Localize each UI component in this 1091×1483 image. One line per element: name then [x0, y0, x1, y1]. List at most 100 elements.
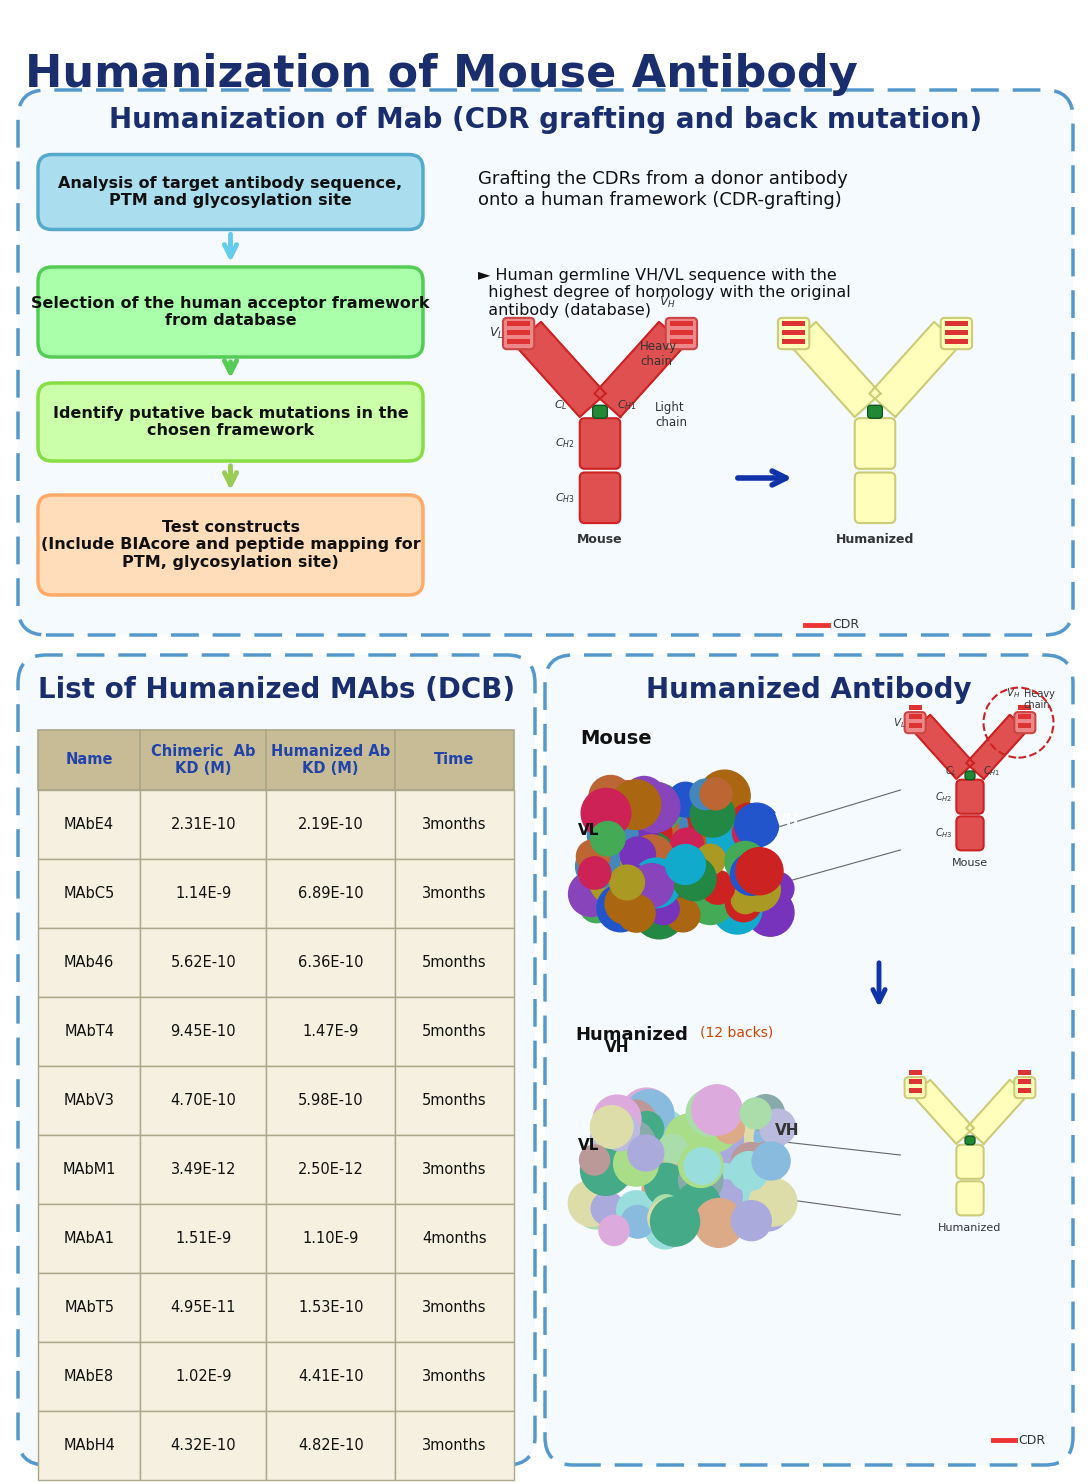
Bar [782, 340, 805, 344]
Text: 3months: 3months [422, 1439, 487, 1453]
Circle shape [627, 1134, 663, 1172]
Circle shape [723, 1114, 775, 1166]
Circle shape [604, 811, 645, 851]
Circle shape [625, 830, 674, 881]
Circle shape [730, 1152, 768, 1191]
Bar [670, 340, 693, 344]
Bar [266, 1410, 395, 1480]
Bar [507, 322, 530, 326]
Circle shape [731, 1170, 771, 1210]
Circle shape [668, 782, 703, 817]
Bar [507, 340, 530, 344]
Polygon shape [913, 715, 974, 779]
Text: VH: VH [775, 813, 800, 828]
Circle shape [750, 1179, 796, 1226]
Circle shape [575, 1188, 616, 1229]
Text: MAbT5: MAbT5 [64, 1301, 115, 1315]
Bar [266, 1134, 395, 1204]
Circle shape [626, 811, 672, 856]
Text: $C_{H1}$: $C_{H1}$ [618, 399, 637, 412]
Circle shape [621, 1206, 654, 1238]
Circle shape [630, 782, 680, 832]
Bar [395, 1204, 514, 1272]
Circle shape [568, 872, 613, 916]
Text: 2.50E-12: 2.50E-12 [298, 1163, 363, 1178]
Text: ► Human germline VH/VL sequence with the
  highest degree of homology with the o: ► Human germline VH/VL sequence with the… [478, 268, 851, 317]
Circle shape [694, 1145, 742, 1192]
Text: $C_{H1}$: $C_{H1}$ [983, 764, 1000, 779]
Circle shape [672, 1121, 719, 1169]
FancyBboxPatch shape [957, 780, 984, 814]
Text: Humanization of Mab (CDR grafting and back mutation): Humanization of Mab (CDR grafting and ba… [109, 105, 982, 133]
Circle shape [598, 1115, 637, 1154]
Circle shape [613, 1100, 656, 1142]
Text: 4.95E-11: 4.95E-11 [170, 1301, 236, 1315]
Text: 5months: 5months [422, 1093, 487, 1108]
Circle shape [601, 1112, 639, 1151]
Text: 4.70E-10: 4.70E-10 [170, 1093, 237, 1108]
Bar [507, 331, 530, 335]
Circle shape [751, 1142, 786, 1178]
FancyBboxPatch shape [503, 317, 535, 349]
Bar [909, 1071, 922, 1075]
Circle shape [598, 811, 635, 848]
Text: MAbM1: MAbM1 [62, 1163, 116, 1178]
Bar [38, 1066, 141, 1134]
Text: Heavy
chain: Heavy chain [1023, 688, 1054, 710]
Circle shape [696, 811, 736, 853]
Circle shape [599, 1216, 630, 1246]
Circle shape [648, 893, 679, 924]
Text: $C_{H3}$: $C_{H3}$ [935, 826, 952, 841]
Bar [266, 1272, 395, 1342]
Bar [266, 790, 395, 859]
Text: 5months: 5months [422, 955, 487, 970]
Circle shape [686, 878, 734, 924]
Circle shape [576, 839, 610, 873]
Circle shape [632, 859, 681, 908]
Circle shape [630, 835, 674, 879]
Circle shape [590, 1106, 633, 1148]
Bar [1018, 1080, 1031, 1084]
Circle shape [594, 1094, 640, 1143]
Circle shape [658, 1134, 687, 1164]
Text: 4.32E-10: 4.32E-10 [170, 1439, 237, 1453]
Circle shape [579, 888, 613, 922]
Circle shape [684, 1148, 720, 1185]
FancyBboxPatch shape [957, 1182, 984, 1216]
Circle shape [675, 832, 704, 860]
Circle shape [743, 853, 779, 890]
Text: 5months: 5months [422, 1023, 487, 1040]
Circle shape [654, 789, 694, 829]
Text: MAbC5: MAbC5 [63, 885, 115, 902]
Circle shape [673, 851, 703, 881]
Circle shape [694, 819, 723, 848]
Text: Humanized Antibody: Humanized Antibody [646, 676, 972, 704]
Text: 3months: 3months [422, 1301, 487, 1315]
Text: 1.53E-10: 1.53E-10 [298, 1301, 363, 1315]
Text: CDR: CDR [832, 618, 859, 632]
Bar [1018, 1071, 1031, 1075]
Circle shape [579, 1145, 610, 1175]
Circle shape [732, 817, 765, 850]
Text: Grafting the CDRs from a donor antibody
onto a human framework (CDR-grafting): Grafting the CDRs from a donor antibody … [478, 171, 848, 209]
Text: 9.45E-10: 9.45E-10 [170, 1023, 237, 1040]
Circle shape [731, 885, 759, 914]
Text: $C_{H3}$: $C_{H3}$ [555, 491, 575, 504]
Bar [141, 790, 266, 859]
Text: Humanized: Humanized [938, 1223, 1002, 1234]
Circle shape [699, 770, 751, 822]
Circle shape [724, 841, 766, 882]
FancyBboxPatch shape [966, 771, 975, 780]
Text: Time: Time [434, 752, 475, 768]
Text: 1.14E-9: 1.14E-9 [176, 885, 231, 902]
Circle shape [625, 783, 670, 828]
Circle shape [687, 796, 720, 829]
Text: CDR: CDR [1018, 1434, 1045, 1446]
Bar [38, 1272, 141, 1342]
Text: 6.89E-10: 6.89E-10 [298, 885, 363, 902]
Circle shape [634, 783, 683, 832]
Circle shape [623, 777, 666, 819]
Bar [1018, 715, 1031, 719]
Bar [38, 1410, 141, 1480]
Circle shape [667, 899, 700, 931]
